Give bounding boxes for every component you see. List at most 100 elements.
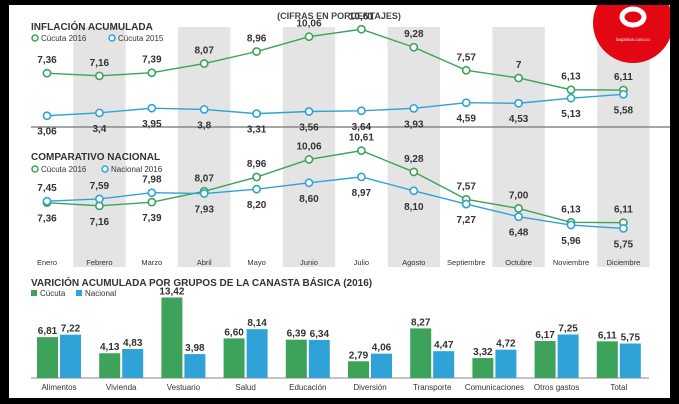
legend-cucuta-icon xyxy=(31,165,39,173)
bar-cucuta-4 xyxy=(285,339,307,378)
chart1-point-s1-11 xyxy=(619,89,628,99)
chart1-point-s0-0 xyxy=(42,68,52,78)
chart1-data-label-s1-0: 3,06 xyxy=(37,127,57,138)
chart3-marks: 6,81 7,22 Alimentos 4,13 4,83 Vivienda 13,42 3,… xyxy=(37,286,641,392)
infographic: laopinion.com.co (CIFRAS EN PORCENTAJES)… xyxy=(9,5,670,398)
chart2-point-s1-5 xyxy=(304,178,314,188)
chart3-title: VARICIÓN ACUMULADA POR GRUPOS DE LA CANA… xyxy=(31,276,372,289)
category-label-4: Educación xyxy=(289,383,326,392)
bar-label-s1-6: 4,47 xyxy=(434,340,454,351)
chart1-data-label-s0-3: 8,07 xyxy=(194,46,214,57)
legend-cucuta-2016-icon xyxy=(31,34,39,42)
legend-bar-nacional-icon xyxy=(76,290,82,296)
chart2-legend: Cúcuta 2016 Nacional 2016 xyxy=(31,165,163,174)
bar-nacional-9 xyxy=(619,343,641,378)
chart1-data-label-s1-7: 3,93 xyxy=(404,119,424,130)
bar-cucuta-2 xyxy=(161,297,183,378)
chart1-data-label-s1-11: 5,58 xyxy=(614,105,634,116)
legend-bar-cucuta: Cúcuta xyxy=(40,289,66,298)
chart1-data-label-s1-1: 3,4 xyxy=(92,124,106,135)
chart1-point-s1-2 xyxy=(147,103,157,113)
category-label-1: Vivienda xyxy=(106,383,137,392)
bar-label-s0-1: 4,13 xyxy=(100,342,120,353)
chart1-point-s1-3 xyxy=(199,105,209,114)
bar-cucuta-0 xyxy=(37,337,58,378)
category-label-2: Vestuario xyxy=(167,383,201,392)
bar-nacional-0 xyxy=(60,334,81,378)
chart1-data-label-s0-10: 6,13 xyxy=(561,72,581,83)
chart2-data-label-s0-7: 9,28 xyxy=(404,154,424,165)
chart1-title: INFLACIÓN ACUMULADA xyxy=(31,20,153,33)
chart1-data-label-s1-9: 4,53 xyxy=(509,114,529,125)
chart2-point-s0-2 xyxy=(147,197,157,207)
bar-nacional-6 xyxy=(433,351,455,378)
chart1-line-series-0 xyxy=(46,28,624,91)
bar-label-s1-5: 4,06 xyxy=(372,343,392,354)
newspaper-logo: laopinion.com.co xyxy=(593,5,670,63)
chart1-point-s0-10 xyxy=(566,85,576,95)
chart1-data-label-s1-3: 3,8 xyxy=(197,120,211,131)
chart1-point-s1-4 xyxy=(252,109,261,119)
chart1-point-s1-0 xyxy=(42,111,52,121)
month-labels: Enero Febrero Marzo Abril Mayo Junio Julio Agos… xyxy=(37,258,640,267)
chart1-point-s1-7 xyxy=(409,103,419,113)
month-label-11: Diciembre xyxy=(607,258,641,267)
bar-cucuta-8 xyxy=(534,340,556,378)
chart1-point-s0-5 xyxy=(304,32,314,42)
month-label-5: Junio xyxy=(300,258,318,267)
chart2-point-s0-6 xyxy=(356,146,366,156)
month-label-10: Noviembre xyxy=(553,258,589,267)
bar-label-s1-2: 3,98 xyxy=(185,343,205,354)
legend-cucuta-2016: Cúcuta 2016 xyxy=(41,34,87,43)
month-stripes xyxy=(73,27,650,267)
chart1-data-label-s0-8: 7,57 xyxy=(456,52,476,63)
chart1-marks: 7,36 7,16 7,39 8,07 8,96 10,06 10,61 9,28 7,57 7 6… xyxy=(37,11,633,137)
chart1-data-label-s0-7: 9,28 xyxy=(404,29,424,40)
bar-nacional-1 xyxy=(122,349,144,378)
bar-label-s0-6: 8,27 xyxy=(411,317,431,328)
bar-nacional-5 xyxy=(371,353,392,378)
chart2-point-s1-0 xyxy=(42,196,52,206)
bar-nacional-4 xyxy=(308,339,330,378)
month-label-0: Enero xyxy=(37,258,57,267)
chart1-point-s0-4 xyxy=(252,47,261,56)
chart1-point-s0-9 xyxy=(514,73,523,83)
chart1-point-s0-1 xyxy=(95,71,104,81)
chart2-data-label-s0-9: 7,00 xyxy=(509,190,529,201)
chart2-title: COMPARATIVO NACIONAL xyxy=(31,152,160,163)
chart1-data-label-s0-9: 7 xyxy=(516,60,522,71)
month-label-1: Febrero xyxy=(86,258,112,267)
chart2-data-label-s1-5: 8,60 xyxy=(299,194,319,205)
chart2-data-label-s0-6: 10,61 xyxy=(349,133,374,144)
chart1-data-label-s1-5: 3,56 xyxy=(299,122,319,133)
month-label-4: Mayo xyxy=(247,258,265,267)
chart2-data-label-s1-10: 5,96 xyxy=(561,236,581,247)
chart1-point-s0-2 xyxy=(147,68,157,78)
chart2-data-label-s0-10: 6,13 xyxy=(561,204,581,215)
month-stripe-7 xyxy=(387,27,440,267)
chart2-line-series-0 xyxy=(46,149,624,224)
bar-label-s1-0: 7,22 xyxy=(61,324,81,335)
category-label-0: Alimentos xyxy=(41,383,76,392)
bar-label-s0-2: 13,42 xyxy=(159,286,184,297)
category-label-3: Salud xyxy=(235,383,255,392)
chart2-data-label-s0-0: 7,36 xyxy=(37,214,57,225)
chart1-data-label-s0-5: 10,06 xyxy=(296,19,321,30)
category-label-6: Transporte xyxy=(413,383,452,392)
bar-nacional-7 xyxy=(495,349,517,378)
chart2-data-label-s0-1: 7,16 xyxy=(90,217,110,228)
chart1-point-s1-5 xyxy=(304,107,314,116)
logo-o-icon xyxy=(619,6,647,28)
chart2-data-label-s0-2: 7,39 xyxy=(142,213,162,224)
chart2-point-s0-5 xyxy=(304,155,314,164)
bar-label-s0-7: 3,32 xyxy=(473,347,493,358)
bar-label-s0-5: 2,79 xyxy=(349,350,369,361)
chart2-point-s1-2 xyxy=(147,188,157,198)
month-label-7: Agosto xyxy=(402,258,425,267)
chart2-data-label-s1-7: 8,10 xyxy=(404,202,424,213)
chart2-data-label-s0-8: 7,57 xyxy=(456,181,476,192)
chart1-point-s0-3 xyxy=(199,59,209,68)
chart2-data-label-s0-4: 8,96 xyxy=(247,159,267,170)
chart2-point-s0-9 xyxy=(514,203,523,213)
chart1-data-label-s0-6: 10,61 xyxy=(349,11,374,22)
